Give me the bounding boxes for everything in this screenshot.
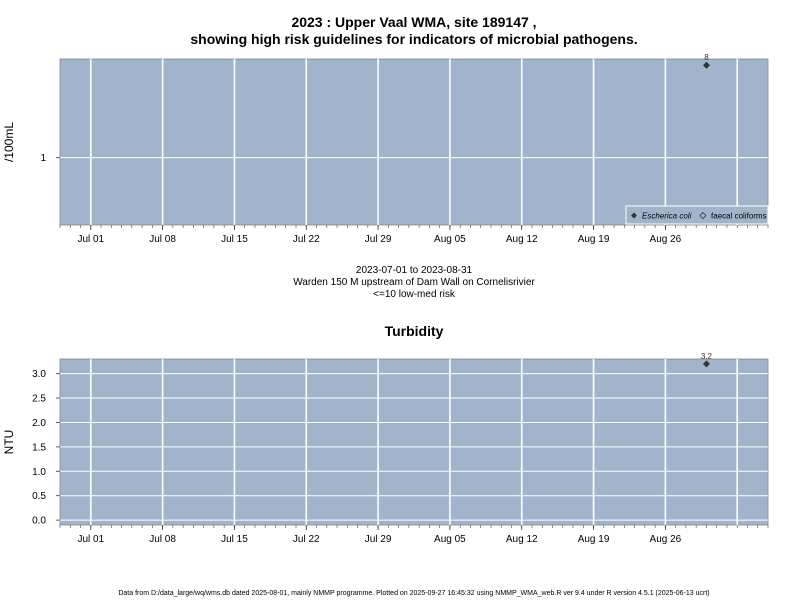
date-range: 2023-07-01 to 2023-08-31 <box>356 265 473 276</box>
ecoli-x-axis: Jul 01 Jul 08 Jul 15 Jul 22 Jul 29 Aug 05 Aug … <box>59 225 769 245</box>
y-tick-label: 0.5 <box>32 491 46 502</box>
ecoli-panel-grid <box>60 59 768 225</box>
y-tick-label: 0.0 <box>32 516 46 527</box>
data-point <box>702 61 710 69</box>
x-tick-label: Jul 22 <box>293 534 320 545</box>
risk-note: <=10 low-med risk <box>373 289 456 300</box>
x-tick-label: Jul 22 <box>293 234 320 245</box>
ecoli-panel: Jul 01 Jul 08 Jul 15 Jul 22 Jul 29 Aug 05 Aug … <box>2 53 769 245</box>
y-tick-label: 2.0 <box>32 418 46 429</box>
x-tick-label: Jul 29 <box>365 534 392 545</box>
legend-box <box>625 205 769 225</box>
turbidity-y-axis: 0.0 0.5 1.0 1.5 2.0 2.5 3.0 <box>32 369 60 527</box>
turbidity-title: Turbidity <box>385 323 444 339</box>
figure-title-line-1: 2023 : Upper Vaal WMA, site 189147 , <box>291 14 536 30</box>
y-tick-label: 1.0 <box>32 467 46 478</box>
y-tick-label: 3.0 <box>32 369 46 380</box>
data-label: 8 <box>704 53 709 62</box>
x-tick-label: Jul 29 <box>365 234 392 245</box>
legend-faecal-marker <box>699 211 707 220</box>
x-tick-label: Aug 12 <box>506 534 538 545</box>
x-tick-label: Jul 08 <box>149 234 176 245</box>
ecoli-y-axis: 1 <box>40 153 60 164</box>
data-point <box>702 360 710 368</box>
x-tick-label: Jul 08 <box>149 534 176 545</box>
legend-faecal-label: faecal coliforms <box>711 212 767 221</box>
turbidity-panel-background <box>59 358 769 526</box>
ecoli-panel-background <box>59 58 769 226</box>
footer-note: Data from D:/data_large/wq/wms.db dated … <box>118 590 709 597</box>
x-tick-label: Jul 01 <box>77 234 104 245</box>
data-label: 3.2 <box>701 352 713 361</box>
y-tick-label: 2.5 <box>32 394 46 405</box>
turbidity-points: 3.2 <box>701 352 713 368</box>
turbidity-panel-grid <box>60 359 768 525</box>
x-tick-label: Aug 19 <box>578 234 610 245</box>
x-tick-label: Aug 05 <box>434 234 466 245</box>
turbidity-x-axis: Jul 01 Jul 08 Jul 15 Jul 22 Jul 29 Aug 05 Aug … <box>59 525 769 545</box>
x-tick-label: Jul 15 <box>221 234 248 245</box>
ecoli-points: 8 <box>702 53 710 69</box>
legend-ecoli-label: Escherica coli <box>642 212 692 221</box>
x-tick-label: Aug 26 <box>650 234 682 245</box>
x-tick-label: Jul 15 <box>221 534 248 545</box>
x-tick-label: Aug 12 <box>506 234 538 245</box>
y-tick-label: 1.5 <box>32 442 46 453</box>
ecoli-y-axis-label: /100mL <box>2 122 16 162</box>
figure-title-line-2: showing high risk guidelines for indicat… <box>190 31 637 47</box>
x-tick-label: Aug 26 <box>650 534 682 545</box>
site-description: Warden 150 M upstream of Dam Wall on Cor… <box>293 277 535 288</box>
turbidity-y-axis-label: NTU <box>2 430 16 455</box>
x-tick-label: Aug 05 <box>434 534 466 545</box>
ecoli-legend: Escherica coli faecal coliforms <box>625 205 769 225</box>
turbidity-panel: Jul 01 Jul 08 Jul 15 Jul 22 Jul 29 Aug 05 Aug … <box>2 352 769 545</box>
legend-ecoli-marker <box>631 212 637 219</box>
x-tick-label: Jul 01 <box>77 534 104 545</box>
y-tick-label: 1 <box>40 153 46 164</box>
x-tick-label: Aug 19 <box>578 534 610 545</box>
